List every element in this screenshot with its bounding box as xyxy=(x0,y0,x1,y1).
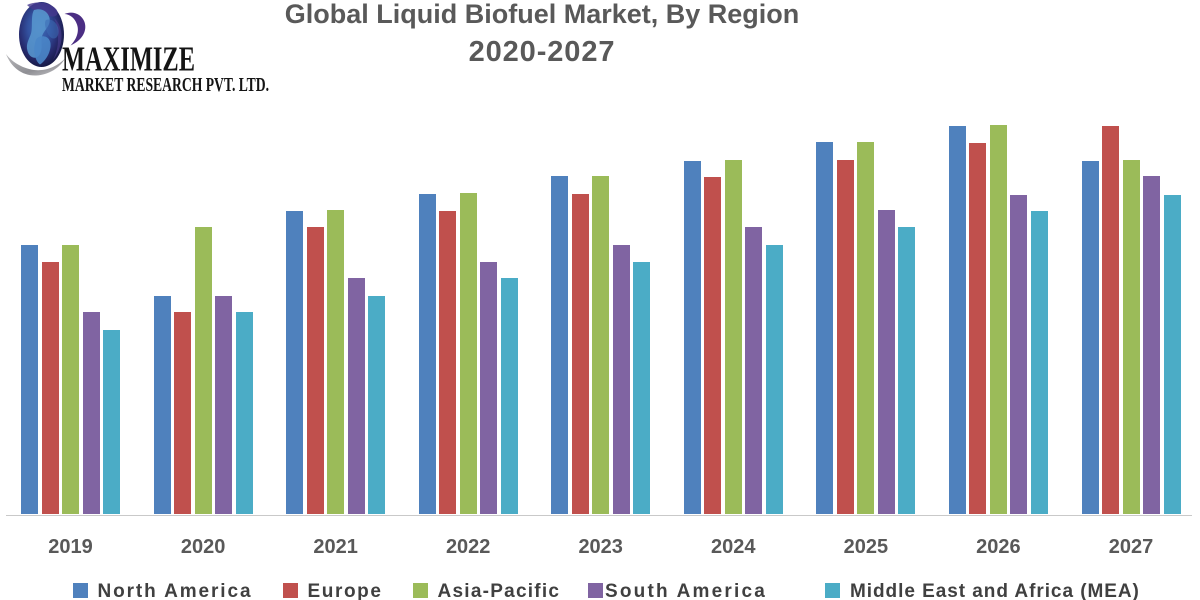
svg-text:MARKET RESEARCH PVT. LTD.: MARKET RESEARCH PVT. LTD. xyxy=(62,74,269,96)
svg-text:MAXIMIZE: MAXIMIZE xyxy=(62,40,195,79)
